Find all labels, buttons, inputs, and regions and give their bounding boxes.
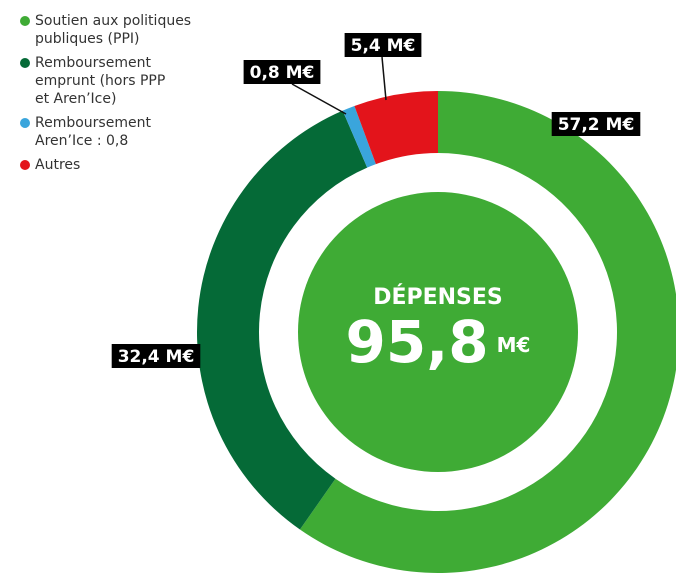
value-label: 32,4 M€ [118, 347, 195, 367]
legend-dot [20, 118, 30, 128]
legend-item: Remboursement emprunt (hors PPP et Aren’… [20, 54, 210, 108]
value-label-box [344, 33, 422, 57]
legend-dot [20, 16, 30, 26]
center-total: 95,8 M€ [346, 308, 531, 376]
value-label: 0,8 M€ [250, 63, 315, 83]
legend-item: Remboursement Aren’Ice : 0,8 [20, 114, 210, 150]
value-label-box [243, 60, 321, 84]
legend: Soutien aux politiques publiques (PPI) Re… [20, 12, 210, 180]
value-label-box [111, 344, 201, 368]
value-label: 5,4 M€ [351, 36, 416, 56]
center-unit: M€ [497, 333, 531, 357]
legend-item: Soutien aux politiques publiques (PPI) [20, 12, 210, 48]
legend-label: Remboursement emprunt (hors PPP et Aren’… [35, 55, 166, 107]
slice [197, 110, 368, 530]
center-disc [298, 192, 578, 472]
labels: 57,2 M€ 32,4 M€ 0,8 M€ 5,4 M€ [111, 33, 641, 368]
value-label-box [551, 112, 641, 136]
slices [197, 91, 676, 573]
value-label: 57,2 M€ [558, 115, 635, 135]
legend-dot [20, 160, 30, 170]
slice [342, 105, 376, 168]
legend-item: Autres [20, 156, 210, 174]
legend-label: Autres [35, 157, 81, 173]
legend-label: Soutien aux politiques publiques (PPI) [35, 13, 192, 47]
leader-line [291, 83, 347, 115]
center-title: DÉPENSES [373, 284, 503, 310]
legend-label: Remboursement Aren’Ice : 0,8 [35, 115, 151, 149]
slice [299, 91, 676, 573]
leader-line [381, 56, 387, 101]
slice [354, 91, 438, 165]
center-value: 95,8 [346, 308, 489, 376]
legend-dot [20, 58, 30, 68]
